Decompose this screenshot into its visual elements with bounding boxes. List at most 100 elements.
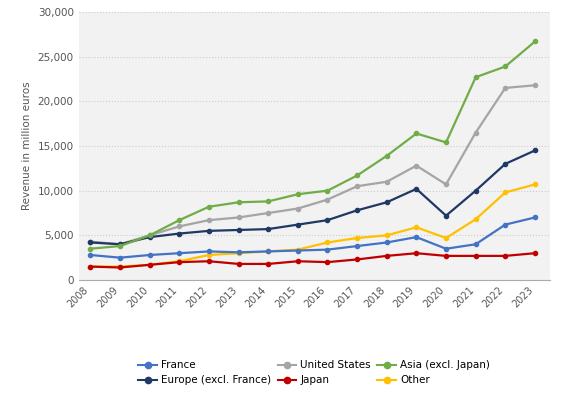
Europe (excl. France) (532, 148, 539, 153)
Line: France: France (88, 215, 537, 260)
Asia (excl. Japan) (265, 199, 272, 204)
France (502, 222, 509, 227)
United States (472, 130, 479, 135)
Asia (excl. Japan) (443, 140, 449, 145)
Japan (117, 265, 123, 270)
Legend: France, Europe (excl. France), United States, Japan, Asia (excl. Japan), Other: France, Europe (excl. France), United St… (138, 360, 490, 386)
France (532, 215, 539, 220)
Y-axis label: Revenue in million euros: Revenue in million euros (22, 82, 32, 210)
France (295, 248, 301, 253)
Europe (excl. France) (354, 208, 361, 213)
Asia (excl. Japan) (383, 154, 390, 158)
Europe (excl. France) (295, 222, 301, 227)
Line: Other: Other (88, 182, 537, 269)
France (472, 242, 479, 247)
Japan (87, 264, 94, 269)
Japan (235, 262, 242, 266)
Europe (excl. France) (502, 162, 509, 166)
Asia (excl. Japan) (117, 244, 123, 248)
Europe (excl. France) (383, 200, 390, 205)
Other (413, 225, 420, 230)
Other (117, 264, 123, 269)
United States (354, 184, 361, 188)
Asia (excl. Japan) (532, 39, 539, 44)
United States (383, 179, 390, 184)
Japan (443, 254, 449, 258)
France (265, 249, 272, 254)
France (383, 240, 390, 245)
Japan (354, 257, 361, 262)
Other (265, 249, 272, 254)
Other (146, 262, 153, 267)
Japan (413, 251, 420, 256)
Japan (295, 259, 301, 264)
United States (146, 233, 153, 238)
Asia (excl. Japan) (502, 64, 509, 69)
United States (87, 239, 94, 244)
Asia (excl. Japan) (235, 200, 242, 205)
France (205, 249, 212, 254)
Japan (146, 262, 153, 267)
Japan (472, 254, 479, 258)
Other (295, 247, 301, 252)
Other (235, 251, 242, 256)
France (176, 251, 183, 256)
United States (443, 182, 449, 187)
Line: United States: United States (88, 83, 537, 246)
Japan (265, 262, 272, 266)
Other (324, 240, 331, 245)
Line: Japan: Japan (88, 251, 537, 270)
Other (502, 190, 509, 195)
Other (532, 182, 539, 187)
Asia (excl. Japan) (413, 131, 420, 136)
Europe (excl. France) (443, 213, 449, 218)
Asia (excl. Japan) (146, 233, 153, 238)
France (235, 250, 242, 255)
United States (205, 218, 212, 222)
United States (117, 242, 123, 247)
Asia (excl. Japan) (87, 246, 94, 251)
Europe (excl. France) (235, 228, 242, 232)
Asia (excl. Japan) (295, 192, 301, 197)
France (117, 255, 123, 260)
United States (265, 210, 272, 215)
Japan (324, 260, 331, 264)
France (324, 247, 331, 252)
Japan (532, 251, 539, 256)
Europe (excl. France) (413, 186, 420, 191)
United States (413, 163, 420, 168)
United States (295, 206, 301, 211)
Line: Europe (excl. France): Europe (excl. France) (88, 148, 537, 246)
Europe (excl. France) (87, 240, 94, 245)
Other (354, 236, 361, 240)
Asia (excl. Japan) (176, 218, 183, 222)
United States (324, 197, 331, 202)
Other (176, 259, 183, 264)
Asia (excl. Japan) (472, 75, 479, 80)
France (354, 244, 361, 248)
Europe (excl. France) (117, 242, 123, 247)
Europe (excl. France) (472, 188, 479, 193)
Europe (excl. France) (265, 227, 272, 232)
France (413, 235, 420, 240)
Europe (excl. France) (176, 231, 183, 236)
United States (176, 224, 183, 229)
Japan (502, 254, 509, 258)
France (87, 252, 94, 257)
Europe (excl. France) (205, 228, 212, 233)
United States (532, 83, 539, 88)
Japan (205, 259, 212, 264)
Line: Asia (excl. Japan): Asia (excl. Japan) (88, 39, 537, 251)
Japan (383, 254, 390, 258)
United States (502, 86, 509, 90)
France (146, 252, 153, 257)
Japan (176, 260, 183, 264)
Other (383, 233, 390, 238)
Asia (excl. Japan) (354, 173, 361, 178)
Other (443, 236, 449, 240)
Europe (excl. France) (324, 218, 331, 222)
Other (205, 252, 212, 257)
Other (87, 264, 94, 269)
Other (472, 217, 479, 222)
France (443, 246, 449, 251)
